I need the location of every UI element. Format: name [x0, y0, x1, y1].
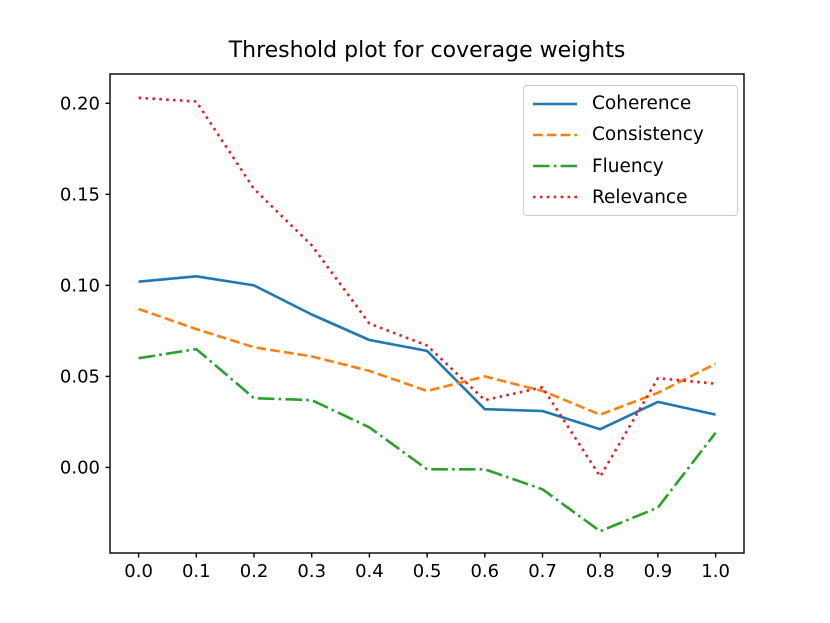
legend-item-coherence: Coherence: [532, 93, 729, 114]
x-tick-label: 0.2: [240, 561, 269, 582]
x-tick-label: 0.5: [413, 561, 442, 582]
x-tick-label: 0.7: [528, 561, 557, 582]
x-tick-label: 0.3: [297, 561, 326, 582]
legend: Coherence Consistency Fluency Relevance: [523, 85, 738, 216]
legend-line-sample-dashed: [533, 133, 577, 137]
series-line-consistency: [138, 307, 717, 416]
legend-item-relevance: Relevance: [532, 187, 729, 208]
legend-item-fluency: Fluency: [532, 156, 729, 177]
x-tick-label: 0.8: [586, 561, 615, 582]
x-tick-label: 1.0: [701, 561, 730, 582]
y-tick-label: 0.00: [60, 457, 100, 478]
legend-label: Coherence: [592, 93, 692, 115]
series-line-fluency: [138, 347, 717, 533]
legend-item-consistency: Consistency: [532, 124, 729, 145]
x-tick-label: 0.0: [124, 561, 153, 582]
y-tick-label: 0.20: [60, 93, 100, 114]
y-tick-label: 0.15: [60, 184, 100, 205]
legend-line-sample-dotted: [533, 196, 577, 199]
y-tick-label: 0.10: [60, 275, 100, 296]
x-tick-label: 0.1: [182, 561, 211, 582]
legend-line-sample-solid: [533, 102, 577, 105]
series-line-relevance: [138, 96, 716, 478]
legend-label: Relevance: [592, 186, 688, 208]
x-tick-label: 0.6: [470, 561, 499, 582]
legend-line-sample-dashdot: [533, 164, 577, 168]
legend-label: Fluency: [592, 155, 664, 177]
legend-label: Consistency: [592, 124, 704, 146]
x-tick-label: 0.9: [644, 561, 673, 582]
y-tick-label: 0.05: [60, 366, 100, 387]
x-tick-label: 0.4: [355, 561, 384, 582]
chart-title: Threshold plot for coverage weights: [228, 38, 626, 63]
series-line-coherence: [138, 274, 716, 431]
